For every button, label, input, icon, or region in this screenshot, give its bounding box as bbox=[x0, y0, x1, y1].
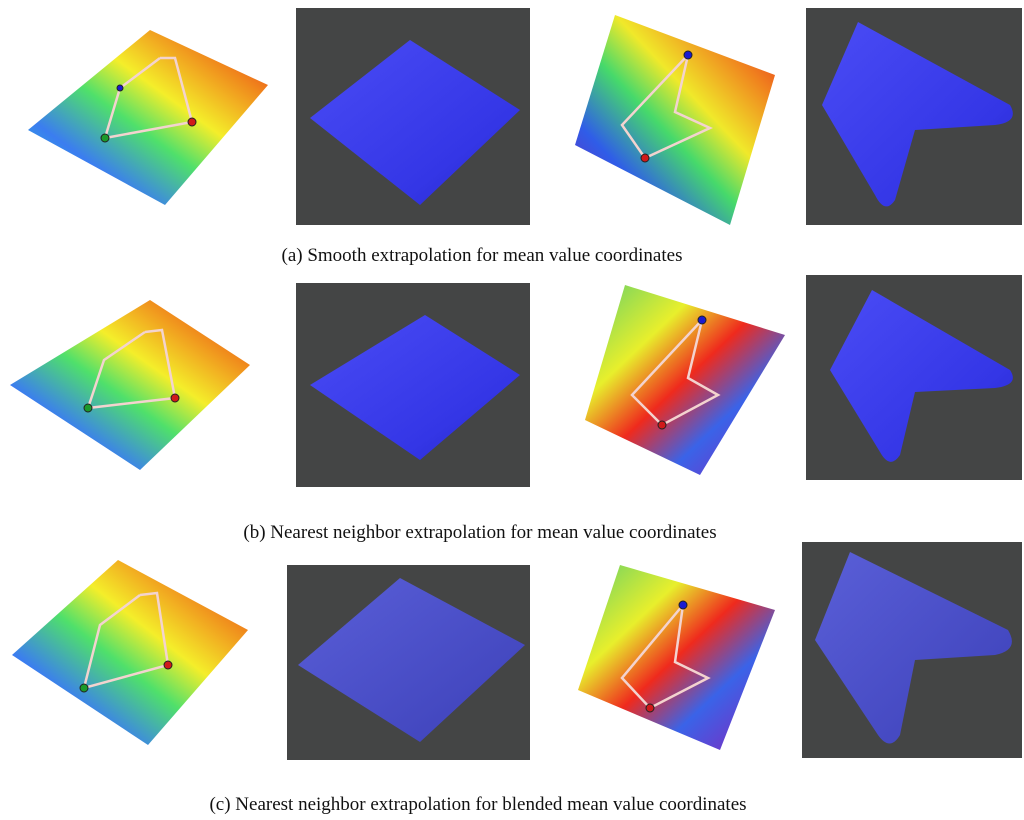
vertex bbox=[684, 51, 692, 59]
caption: (b) Nearest neighbor extrapolation for m… bbox=[243, 522, 716, 543]
surface bbox=[585, 285, 785, 475]
vertex bbox=[101, 134, 109, 142]
vertex bbox=[658, 421, 666, 429]
surface bbox=[28, 30, 268, 205]
surface bbox=[575, 15, 775, 225]
vertex bbox=[84, 404, 92, 412]
figure: (a) Smooth extrapolation for mean value … bbox=[0, 0, 1024, 820]
vertex bbox=[646, 704, 654, 712]
vertex bbox=[679, 601, 687, 609]
vertex bbox=[117, 85, 123, 91]
caption: (c) Nearest neighbor extrapolation for b… bbox=[209, 794, 746, 815]
vertex bbox=[164, 661, 172, 669]
vertex bbox=[171, 394, 179, 402]
surface bbox=[12, 560, 248, 745]
caption: (a) Smooth extrapolation for mean value … bbox=[282, 245, 683, 266]
page: (a) Smooth extrapolation for mean value … bbox=[0, 0, 1024, 820]
vertex bbox=[698, 316, 706, 324]
vertex bbox=[641, 154, 649, 162]
vertex bbox=[188, 118, 196, 126]
vertex bbox=[80, 684, 88, 692]
surface bbox=[10, 300, 250, 470]
